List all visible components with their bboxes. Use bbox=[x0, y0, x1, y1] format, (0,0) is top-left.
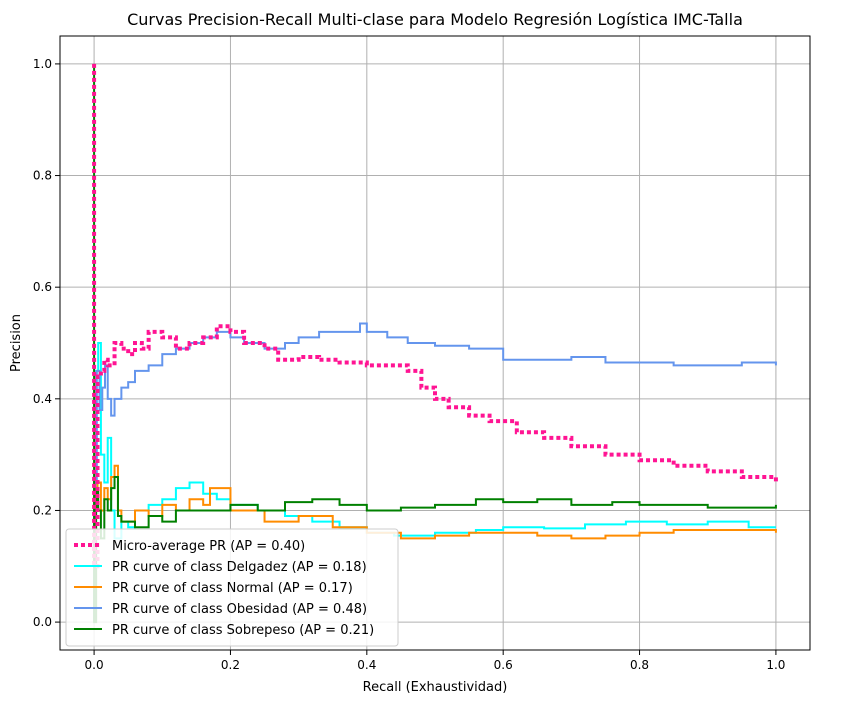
legend: Micro-average PR (AP = 0.40) PR curve of … bbox=[65, 528, 399, 647]
legend-label: PR curve of class Delgadez (AP = 0.18) bbox=[112, 560, 367, 575]
axis-ticks: 0.0 0.2 0.4 0.6 0.8 1.0 0.0 0.2 0.4 0.6 0.8 1.0 bbox=[33, 57, 786, 672]
x-tick-label: 0.2 bbox=[221, 658, 240, 672]
legend-box bbox=[65, 528, 399, 647]
plot-frame bbox=[59, 35, 811, 651]
y-axis-title: Precision bbox=[9, 314, 24, 372]
y-tick-label: 0.4 bbox=[33, 392, 52, 406]
x-tick-label: 1.0 bbox=[766, 658, 785, 672]
chart-title: Curvas Precision-Recall Multi-clase para… bbox=[127, 10, 743, 29]
y-tick-label: 0.6 bbox=[33, 280, 52, 294]
x-axis-title: Recall (Exhaustividad) bbox=[363, 680, 508, 695]
legend-label: Micro-average PR (AP = 0.40) bbox=[112, 539, 305, 554]
y-tick-label: 1.0 bbox=[33, 57, 52, 71]
series-line-0 bbox=[92, 63, 778, 569]
y-tick-label: 0.0 bbox=[33, 615, 52, 629]
y-tick-label: 0.8 bbox=[33, 169, 52, 183]
x-tick-label: 0.8 bbox=[630, 658, 649, 672]
x-tick-label: 0.6 bbox=[494, 658, 513, 672]
series-line-3 bbox=[93, 322, 777, 623]
legend-label: PR curve of class Sobrepeso (AP = 0.21) bbox=[112, 623, 374, 638]
series-layer bbox=[92, 63, 778, 624]
y-tick-label: 0.2 bbox=[33, 503, 52, 517]
legend-label: PR curve of class Normal (AP = 0.17) bbox=[112, 581, 353, 596]
series-line-1 bbox=[93, 342, 776, 623]
series-line-4 bbox=[93, 63, 777, 624]
x-tick-label: 0.0 bbox=[85, 658, 104, 672]
x-tick-label: 0.4 bbox=[357, 658, 376, 672]
legend-label: PR curve of class Obesidad (AP = 0.48) bbox=[112, 602, 367, 617]
